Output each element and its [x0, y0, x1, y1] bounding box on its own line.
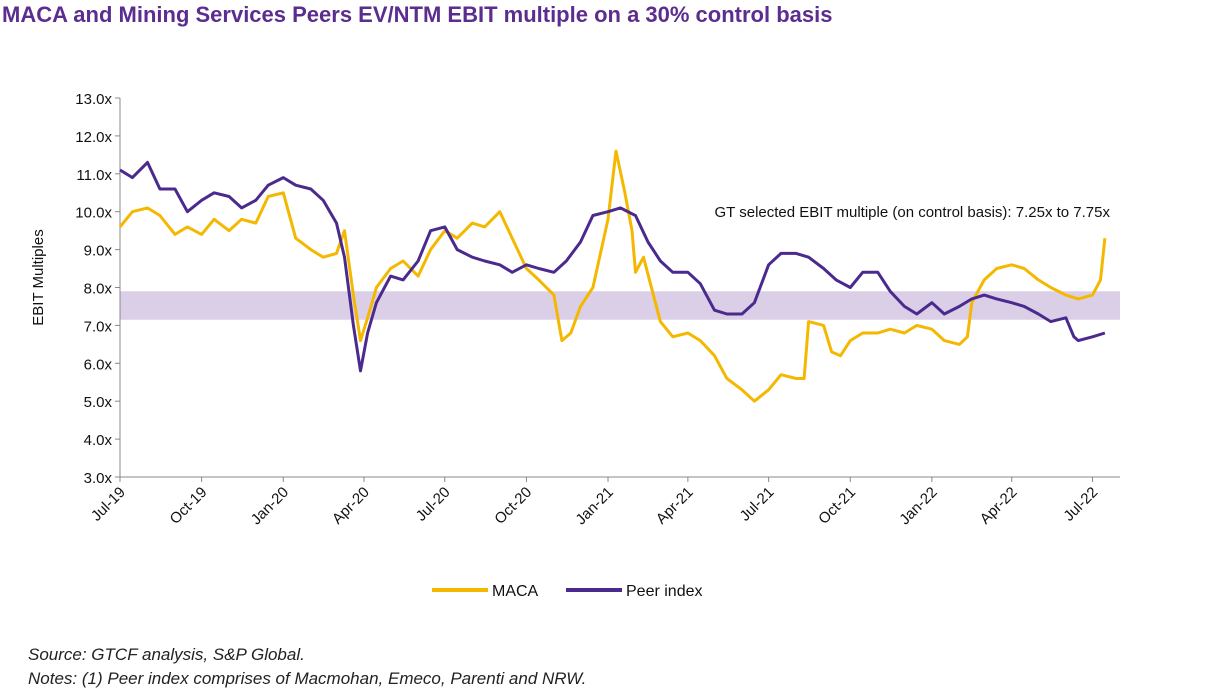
y-tick-label: 6.0x [84, 356, 113, 373]
peer-index-line [119, 160, 1106, 373]
y-tick-label: 3.0x [84, 470, 113, 487]
x-tick-label: Jul-20 [413, 484, 454, 525]
legend-peer-index-label: Peer index [626, 583, 703, 600]
maca-line [118, 149, 1107, 403]
x-tick-label: Apr-20 [329, 484, 373, 528]
band-annotation: GT selected EBIT multiple (on control ba… [715, 204, 1111, 221]
source-note: Source: GTCF analysis, S&P Global. [28, 645, 305, 664]
selected-multiple-band [120, 291, 1120, 320]
x-tick-label: Jan-21 [572, 484, 616, 528]
y-tick-label: 8.0x [84, 281, 113, 298]
x-tick-label: Jan-20 [248, 484, 292, 528]
y-tick-label: 7.0x [84, 318, 113, 335]
y-axis-label: EBIT Multiples [30, 229, 47, 325]
y-tick-label: 12.0x [75, 129, 112, 146]
chart: 3.0x 4.0x 5.0x 6.0x 7.0x 8.0x 9.0x 10.0x 11.0x 12… [30, 91, 1120, 600]
x-tick-label: Jul-22 [1060, 484, 1101, 525]
notes: Source: GTCF analysis, S&P Global. Notes… [28, 643, 586, 691]
x-tick-label: Oct-21 [815, 484, 859, 528]
x-tick-label: Jul-19 [88, 484, 129, 525]
x-tick-label: Jul-21 [737, 484, 778, 525]
y-tick-label: 10.0x [75, 205, 112, 222]
x-tick-label: Apr-22 [977, 484, 1021, 528]
x-tick-label: Oct-19 [167, 484, 211, 528]
y-tick-label: 11.0x [76, 167, 112, 184]
y-tick-label: 13.0x [75, 91, 112, 108]
y-tick-label: 4.0x [84, 432, 113, 449]
x-tick-label: Apr-21 [653, 484, 697, 528]
chart-title: MACA and Mining Services Peers EV/NTM EB… [2, 2, 833, 27]
x-tick-label: Oct-20 [491, 484, 535, 528]
y-tick-label: 9.0x [84, 243, 113, 260]
peer-index-note: Notes: (1) Peer index comprises of Macmo… [28, 669, 587, 688]
y-tick-label: 5.0x [84, 394, 113, 411]
x-tick-label: Jan-22 [896, 484, 940, 528]
legend-maca-label: MACA [492, 583, 539, 600]
